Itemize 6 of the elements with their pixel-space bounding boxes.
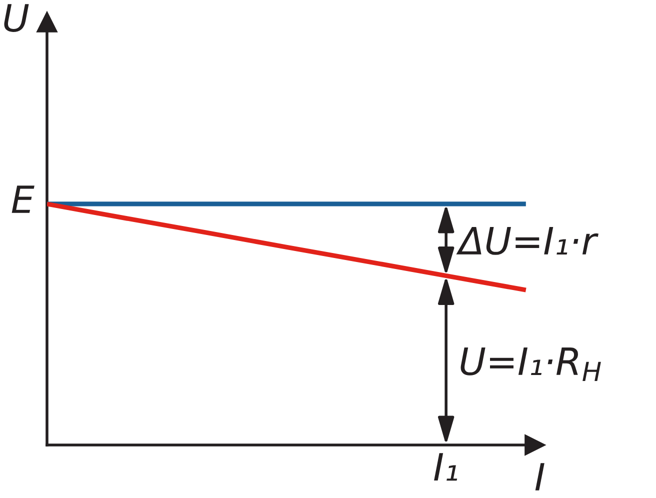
annotation: ΔU=I₁·r	[456, 227, 598, 255]
annotation: U=I₁·R$_{H}$	[460, 348, 601, 382]
text: E	[12, 186, 34, 213]
y-axis-title: U	[4, 4, 29, 32]
text: I₁	[434, 453, 458, 481]
x-axis-title: I	[535, 463, 544, 490]
